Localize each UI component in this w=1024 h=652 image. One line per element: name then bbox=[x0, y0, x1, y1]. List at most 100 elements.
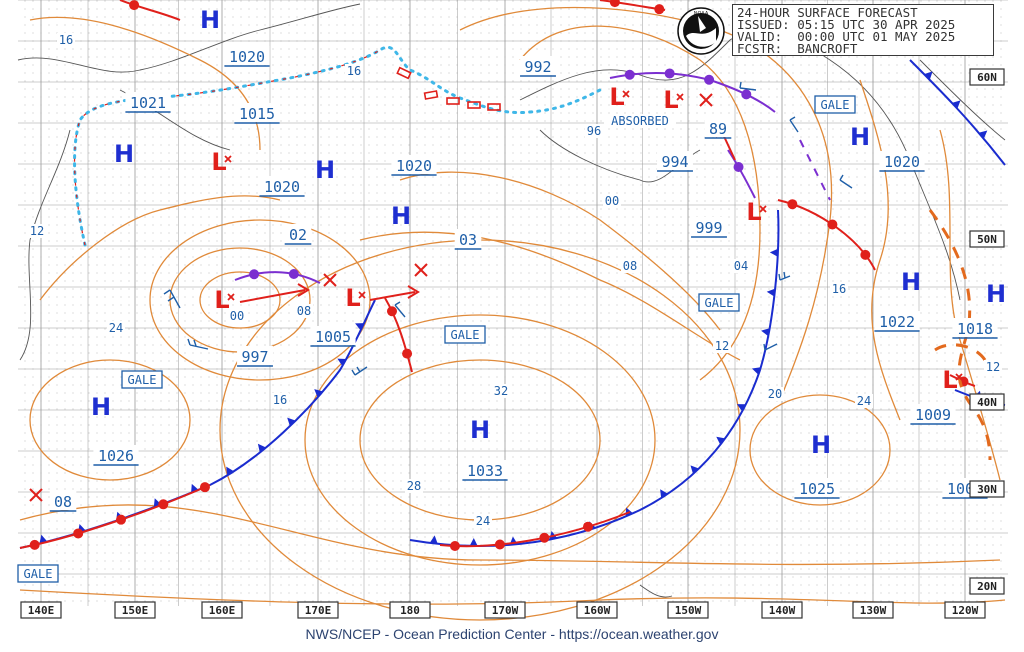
cold-front-triangle bbox=[736, 404, 746, 412]
longitude-box bbox=[114, 601, 156, 619]
isobar-label: 1009 bbox=[910, 404, 956, 425]
cold-front-triangle bbox=[191, 483, 199, 493]
isobar-value: 16 bbox=[347, 64, 361, 78]
isobar-value: 96 bbox=[587, 124, 601, 138]
isobar-value: 20 bbox=[768, 387, 782, 401]
isobar-label-bg bbox=[454, 229, 482, 248]
isobar-value: 08 bbox=[297, 304, 311, 318]
high-pressure-symbol: H bbox=[91, 393, 111, 421]
longitude-box bbox=[20, 601, 62, 619]
isobar-label: 1005 bbox=[310, 326, 356, 347]
isobar-value-bg bbox=[766, 387, 784, 401]
isobar-label-text: 1018 bbox=[957, 320, 993, 338]
longitude-box bbox=[389, 601, 431, 619]
high-pressure-symbol: H bbox=[850, 123, 870, 151]
high-pressure-symbol: H bbox=[391, 202, 411, 230]
low-center-x-icon bbox=[955, 373, 963, 381]
gale-warning-label: GALE bbox=[821, 98, 850, 112]
longitude-box bbox=[667, 601, 709, 619]
isobar-label-text: 1009 bbox=[915, 406, 951, 424]
isobar-label-text: 89 bbox=[709, 120, 727, 138]
isobar-label-bg bbox=[874, 311, 920, 330]
isobar-value: 24 bbox=[109, 321, 123, 335]
isobar-label-text: 1020 bbox=[884, 153, 920, 171]
isobar-value-bg bbox=[57, 33, 75, 47]
latitude-box bbox=[969, 68, 1005, 86]
isobar-value: 12 bbox=[715, 339, 729, 353]
low-pressure-symbol: L bbox=[746, 198, 761, 226]
gale-box bbox=[17, 564, 59, 583]
isobar-label: 1025 bbox=[794, 478, 840, 499]
isobar-value-bg bbox=[830, 282, 848, 296]
forecast-info-box: 24-HOUR SURFACE FORECAST ISSUED: 05:15 UT… bbox=[732, 4, 994, 56]
latitude-label: 30N bbox=[977, 483, 997, 496]
isobar-label-bg bbox=[657, 151, 693, 170]
isobar-label: 1020 bbox=[391, 155, 437, 176]
cold-front-triangle bbox=[690, 465, 699, 474]
valid-time: VALID: 00:00 UTC 01 MAY 2025 bbox=[737, 29, 956, 44]
low-center-x-icon bbox=[224, 155, 232, 163]
isobar-value-bg bbox=[855, 394, 873, 408]
isobar-label-text: 992 bbox=[524, 58, 551, 76]
cold-front-triangle bbox=[978, 130, 988, 139]
longitude-box bbox=[201, 601, 243, 619]
isobar-value-bg bbox=[621, 259, 639, 273]
low-pressure-symbol: L bbox=[663, 86, 678, 114]
low-center-x-icon bbox=[227, 293, 235, 301]
isobar-label: 1033 bbox=[462, 460, 508, 481]
isobar-label-text: 1020 bbox=[264, 178, 300, 196]
gale-warning-label: GALE bbox=[451, 328, 480, 342]
gale-warning-label: GALE bbox=[128, 373, 157, 387]
isobar-value: 24 bbox=[476, 514, 490, 528]
isobar-label-bg bbox=[224, 46, 270, 65]
isobar-value: 04 bbox=[734, 259, 748, 273]
longitude-label: 150W bbox=[675, 604, 702, 617]
isobar-label-bg bbox=[234, 103, 280, 122]
isobar-label: 994 bbox=[657, 151, 693, 172]
isobar-label: 89 bbox=[704, 118, 732, 139]
cold-front-triangle bbox=[751, 367, 761, 375]
isobar-label: 1020 bbox=[259, 176, 305, 197]
low-pressure-symbol: L bbox=[609, 83, 624, 111]
isobar-label-text: 1015 bbox=[239, 105, 275, 123]
isobar-value: 24 bbox=[857, 394, 871, 408]
isobar-value: 00 bbox=[605, 194, 619, 208]
occluded-fronts bbox=[234, 72, 776, 284]
cold-front-triangle bbox=[716, 436, 726, 445]
isobar-value: 00 bbox=[230, 309, 244, 323]
high-pressure-symbol: H bbox=[811, 431, 831, 459]
gale-warning-label: GALE bbox=[705, 296, 734, 310]
cold-front-triangle bbox=[257, 443, 267, 453]
isobar-label: 1015 bbox=[234, 103, 280, 124]
longitude-label: 130W bbox=[860, 604, 887, 617]
cold-front-triangle bbox=[226, 466, 234, 476]
latitude-label: 50N bbox=[977, 233, 997, 246]
isobar-label-bg bbox=[391, 155, 437, 174]
gale-box bbox=[698, 293, 740, 312]
dissipated-low-x-icon bbox=[323, 273, 337, 287]
isobar-label-text: 1020 bbox=[229, 48, 265, 66]
map-labels: 1020 1021 1015 1020 1020 02 03 997 1005 1026 08 992… bbox=[17, 6, 1006, 583]
isobar-label-bg bbox=[952, 318, 998, 337]
isobar-value-bg bbox=[492, 384, 510, 398]
isobar-value: 12 bbox=[30, 224, 44, 238]
low-center-x-icon bbox=[676, 93, 684, 101]
cold-front-triangle bbox=[924, 71, 933, 80]
wind-barbs bbox=[163, 81, 853, 376]
forecast-area-boundary bbox=[928, 209, 992, 461]
isobars bbox=[19, 6, 1006, 621]
longitude-label: 120W bbox=[952, 604, 979, 617]
isobar-label: 02 bbox=[284, 224, 312, 245]
high-pressure-symbol: H bbox=[200, 6, 220, 34]
longitude-label: 140E bbox=[28, 604, 55, 617]
isobar-label-bg bbox=[93, 445, 139, 464]
gale-box bbox=[121, 370, 163, 389]
dissipated-low-x-icon bbox=[414, 263, 428, 277]
high-pressure-symbol: H bbox=[470, 416, 490, 444]
isobar-label-bg bbox=[310, 326, 356, 345]
cold-front-triangle bbox=[337, 358, 347, 366]
isobar-value: 08 bbox=[623, 259, 637, 273]
isobar-label-bg bbox=[691, 217, 727, 236]
isobar-label-bg bbox=[704, 118, 732, 137]
